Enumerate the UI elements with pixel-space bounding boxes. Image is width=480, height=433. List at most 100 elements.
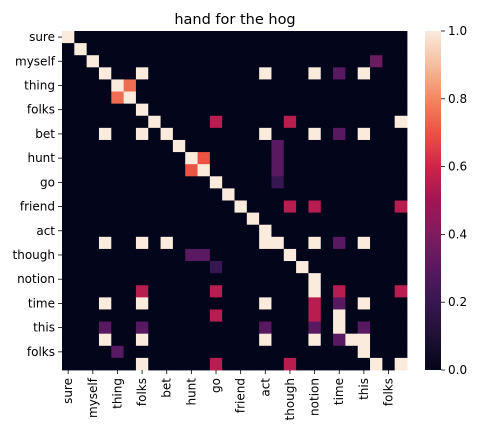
heatmap-cell — [296, 188, 309, 201]
heatmap-cell — [283, 152, 297, 165]
heatmap-cell — [345, 248, 359, 262]
heatmap-cell — [320, 103, 334, 117]
heatmap-cell — [394, 115, 408, 129]
heatmap-cell — [271, 261, 285, 274]
heatmap-cell — [62, 91, 75, 105]
y-tick-label: thing — [24, 78, 55, 92]
heatmap-cell — [222, 152, 235, 165]
heatmap-cell — [308, 103, 322, 117]
heatmap-cell — [222, 103, 235, 117]
heatmap-cell — [320, 345, 334, 359]
heatmap-cell — [209, 127, 223, 141]
heatmap-cell — [111, 139, 125, 153]
heatmap-cell — [345, 91, 359, 105]
heatmap-cell — [382, 297, 396, 310]
heatmap-cell — [308, 345, 322, 359]
heatmap-cell — [394, 79, 408, 92]
heatmap-cell — [333, 236, 346, 250]
heatmap-cell — [62, 297, 75, 310]
heatmap-cell — [123, 261, 137, 274]
heatmap-cell — [333, 285, 346, 298]
heatmap-cell — [62, 79, 75, 92]
x-tick-label: go — [209, 378, 223, 393]
heatmap-cell — [160, 115, 174, 129]
heatmap-cell — [74, 188, 88, 201]
heatmap-cell — [209, 333, 223, 347]
heatmap-cell — [86, 79, 100, 92]
heatmap-cell — [135, 79, 149, 92]
heatmap-cell — [86, 321, 100, 335]
heatmap-cell — [271, 188, 285, 201]
heatmap-cell — [74, 200, 88, 214]
heatmap-cell — [308, 297, 322, 310]
heatmap-cell — [259, 164, 272, 177]
heatmap-cell — [357, 67, 371, 80]
heatmap-cell — [345, 357, 359, 371]
heatmap-cell — [172, 236, 186, 250]
heatmap-cell — [111, 127, 125, 141]
heatmap-cell — [394, 345, 408, 359]
heatmap-cell — [320, 139, 334, 153]
heatmap-cell — [320, 164, 334, 177]
heatmap-cell — [271, 79, 285, 92]
heatmap-cell — [98, 357, 112, 371]
heatmap-cell — [283, 139, 297, 153]
heatmap-cell — [345, 309, 359, 322]
heatmap-cell — [185, 212, 198, 226]
heatmap-cell — [209, 31, 223, 44]
heatmap-cell — [197, 297, 211, 310]
heatmap-cell — [333, 273, 346, 286]
heatmap-cell — [370, 152, 383, 165]
heatmap-cell — [283, 321, 297, 335]
heatmap-cell — [74, 261, 88, 274]
heatmap-cell — [98, 309, 112, 322]
heatmap-cell — [62, 224, 75, 238]
heatmap-cell — [209, 309, 223, 322]
heatmap-cell — [246, 309, 260, 322]
heatmap-cell — [382, 357, 396, 371]
y-tick-label: go — [40, 175, 55, 189]
heatmap-cell — [345, 236, 359, 250]
heatmap-cell — [123, 297, 137, 310]
heatmap-cell — [394, 261, 408, 274]
heatmap-cell — [111, 103, 125, 117]
heatmap-cell — [98, 103, 112, 117]
heatmap-cell — [111, 321, 125, 335]
heatmap-cell — [259, 212, 272, 226]
heatmap-cell — [259, 152, 272, 165]
heatmap-cell — [308, 224, 322, 238]
heatmap-cell — [111, 224, 125, 238]
heatmap-cell — [185, 43, 198, 56]
heatmap-cell — [197, 152, 211, 165]
heatmap-cell — [185, 127, 198, 141]
heatmap-cell — [308, 139, 322, 153]
heatmap-cell — [357, 357, 371, 371]
heatmap-cell — [172, 31, 186, 44]
heatmap-cell — [382, 31, 396, 44]
y-tick-label: time — [28, 296, 55, 310]
colorbar-tick-label: 0.0 — [448, 363, 467, 377]
heatmap-cell — [148, 103, 161, 117]
chart-title: hand for the hog — [174, 12, 295, 28]
heatmap-cell — [185, 79, 198, 92]
heatmap-cell — [382, 103, 396, 117]
heatmap-cell — [259, 127, 272, 141]
heatmap-cell — [296, 261, 309, 274]
heatmap-cell — [370, 333, 383, 347]
heatmap-cell — [74, 139, 88, 153]
heatmap-cell — [222, 248, 235, 262]
heatmap-cell — [283, 297, 297, 310]
heatmap-cell — [345, 164, 359, 177]
heatmap-cell — [357, 188, 371, 201]
heatmap-cell — [345, 297, 359, 310]
heatmap-cell — [382, 67, 396, 80]
heatmap-cell — [148, 357, 161, 371]
heatmap-cell — [370, 176, 383, 189]
y-tick-label: this — [33, 321, 55, 335]
heatmap-cell — [197, 333, 211, 347]
heatmap-cell — [86, 212, 100, 226]
heatmap-cell — [234, 345, 248, 359]
heatmap-cell — [271, 200, 285, 214]
heatmap-cell — [172, 200, 186, 214]
heatmap-cell — [111, 176, 125, 189]
